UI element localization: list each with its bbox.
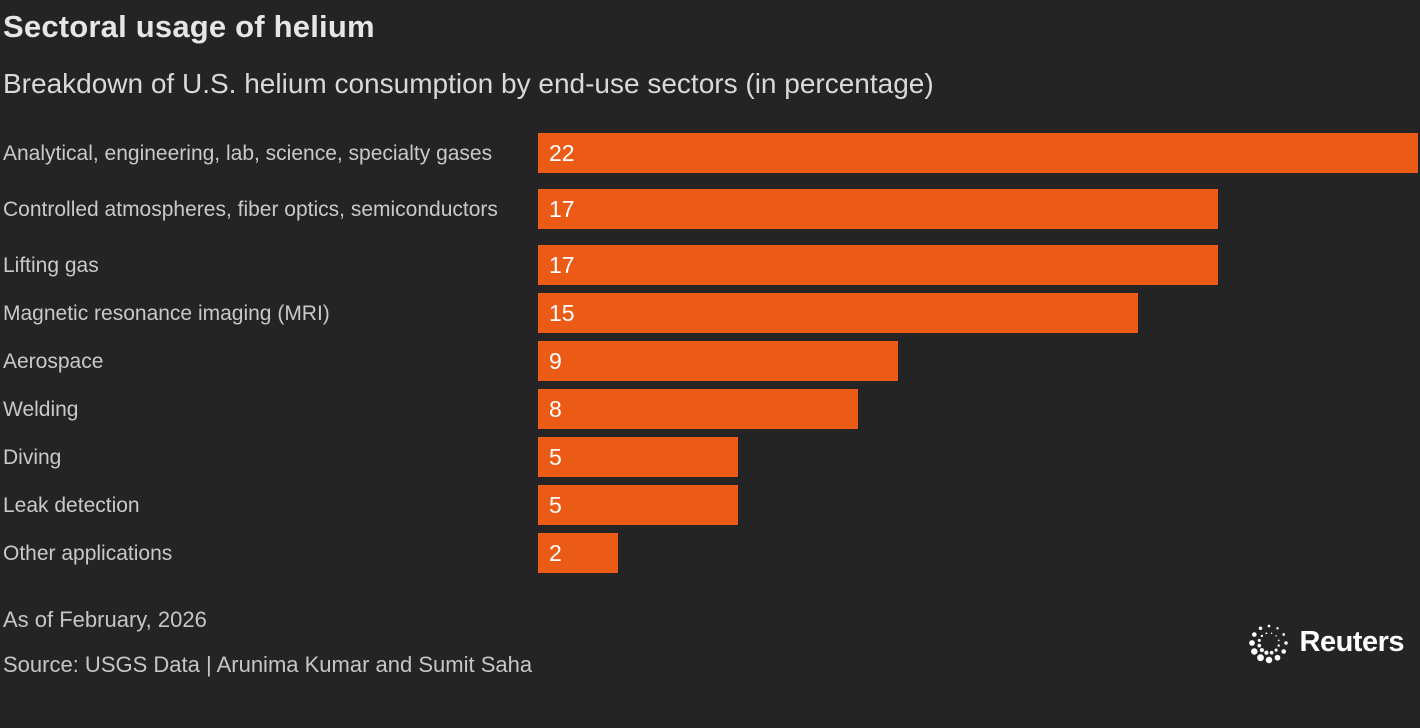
- value-label: 22: [549, 139, 575, 166]
- category-label: Lifting gas: [3, 253, 99, 277]
- bar-row: Controlled atmospheres, fiber optics, se…: [0, 189, 1420, 229]
- bar-row: Diving 5: [0, 437, 1420, 477]
- bar-row: Welding 8: [0, 389, 1420, 429]
- bar-chart: Analytical, engineering, lab, science, s…: [0, 133, 1420, 573]
- value-label: 5: [549, 491, 562, 518]
- value-label: 17: [549, 195, 575, 222]
- value-label: 9: [549, 347, 562, 374]
- page-title: Sectoral usage of helium: [3, 9, 375, 44]
- category-label: Leak detection: [3, 493, 140, 517]
- reuters-logo-text: Reuters: [1299, 626, 1405, 658]
- category-label: Other applications: [3, 541, 173, 565]
- category-label: Controlled atmospheres, fiber optics, se…: [3, 197, 498, 221]
- value-label: 17: [549, 251, 575, 278]
- bar-row: Aerospace 9: [0, 341, 1420, 381]
- category-label: Magnetic resonance imaging (MRI): [3, 301, 330, 325]
- as-of-note: As of February, 2026: [3, 607, 207, 632]
- bar: 2: [538, 533, 618, 573]
- reuters-logo: Reuters: [1245, 619, 1405, 667]
- bar: 22: [538, 133, 1418, 173]
- source-credit: Source: USGS Data | Arunima Kumar and Su…: [3, 652, 533, 677]
- bar-row: Other applications 2: [0, 533, 1420, 573]
- footer: As of February, 2026 Source: USGS Data |…: [0, 607, 1420, 678]
- bar: 17: [538, 245, 1218, 285]
- chart-subtitle: Breakdown of U.S. helium consumption by …: [3, 68, 934, 99]
- bar-row: Lifting gas 17: [0, 245, 1420, 285]
- value-label: 5: [549, 443, 562, 470]
- bar: 8: [538, 389, 858, 429]
- bar: 9: [538, 341, 898, 381]
- bar: 15: [538, 293, 1138, 333]
- category-label: Aerospace: [3, 349, 104, 373]
- footer-text-block: As of February, 2026 Source: USGS Data |…: [3, 607, 532, 678]
- bar: 5: [538, 485, 738, 525]
- value-label: 15: [549, 299, 575, 326]
- category-label: Diving: [3, 445, 62, 469]
- bar-row: Leak detection 5: [0, 485, 1420, 525]
- value-label: 8: [549, 395, 562, 422]
- bar-row: Analytical, engineering, lab, science, s…: [0, 133, 1420, 173]
- bar: 5: [538, 437, 738, 477]
- bar-row: Magnetic resonance imaging (MRI) 15: [0, 293, 1420, 333]
- reuters-dotted-circle-icon: [1248, 624, 1288, 663]
- value-label: 2: [549, 539, 562, 566]
- category-label: Welding: [3, 397, 79, 421]
- category-label: Analytical, engineering, lab, science, s…: [3, 141, 493, 165]
- bar: 17: [538, 189, 1218, 229]
